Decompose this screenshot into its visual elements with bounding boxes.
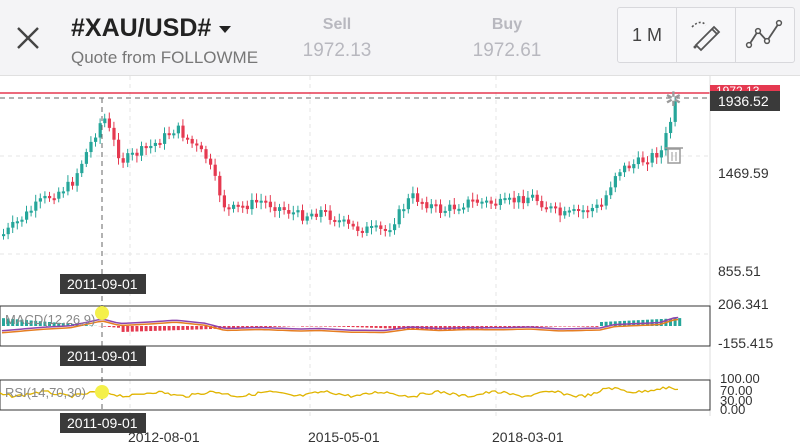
- y-tick-855: 855.51: [718, 263, 761, 279]
- crosshair-dot-macd: [95, 306, 109, 320]
- y-tick-1469: 1469.59: [718, 165, 769, 181]
- symbol-name: #XAU/USD#: [71, 14, 211, 43]
- crosshair-date-macd: 2011-09-01: [67, 348, 138, 364]
- chart-canvas[interactable]: 1972.13 1936.52 1469.59 855.51 ✲ 2011-09…: [0, 76, 800, 442]
- x-label-2012: 2012-08-01: [128, 429, 200, 442]
- caret-down-icon: [219, 26, 231, 33]
- crosshair-date-main: 2011-09-01: [67, 276, 138, 292]
- indicator-icon: [745, 17, 785, 53]
- buy-label: Buy: [452, 16, 562, 34]
- quote-source: Quote from FOLLOWME: [71, 48, 258, 68]
- sell-label: Sell: [282, 16, 392, 34]
- chart-toolbar: 1 M: [617, 7, 795, 63]
- indicator-button[interactable]: [735, 8, 794, 62]
- drawing-tool-button[interactable]: [676, 8, 735, 62]
- buy-price: 1972.61: [452, 40, 562, 62]
- rsi-level-0: 0.00: [720, 402, 745, 417]
- period-button[interactable]: 1 M: [618, 8, 676, 62]
- x-label-2015: 2015-05-01: [308, 429, 380, 442]
- chart-header: #XAU/USD# Quote from FOLLOWME Sell 1972.…: [0, 0, 800, 76]
- candlestick-series: [2, 97, 677, 240]
- price-tag-label: 1936.52: [718, 93, 769, 109]
- alert-star-icon[interactable]: ✲: [665, 89, 682, 111]
- macd-label: MACD(12,26,9): [5, 312, 95, 327]
- macd-y-min: -155.415: [718, 335, 773, 351]
- close-button[interactable]: [8, 18, 48, 58]
- x-label-2018: 2018-03-01: [492, 429, 564, 442]
- sell-price: 1972.13: [282, 40, 392, 62]
- symbol-selector[interactable]: #XAU/USD#: [71, 14, 231, 43]
- close-icon: [8, 18, 48, 58]
- rsi-label: RSI(14,70,30): [5, 385, 86, 400]
- sell-price-block[interactable]: Sell 1972.13: [282, 16, 392, 62]
- svg-text:✲: ✲: [665, 89, 682, 111]
- macd-y-max: 206.341: [718, 296, 769, 312]
- buy-price-block[interactable]: Buy 1972.61: [452, 16, 562, 62]
- chart-area[interactable]: 1972.13 1936.52 1469.59 855.51 ✲ 2011-09…: [0, 76, 800, 442]
- crosshair-dot-rsi: [95, 385, 109, 399]
- drawing-tool-icon: [686, 17, 726, 53]
